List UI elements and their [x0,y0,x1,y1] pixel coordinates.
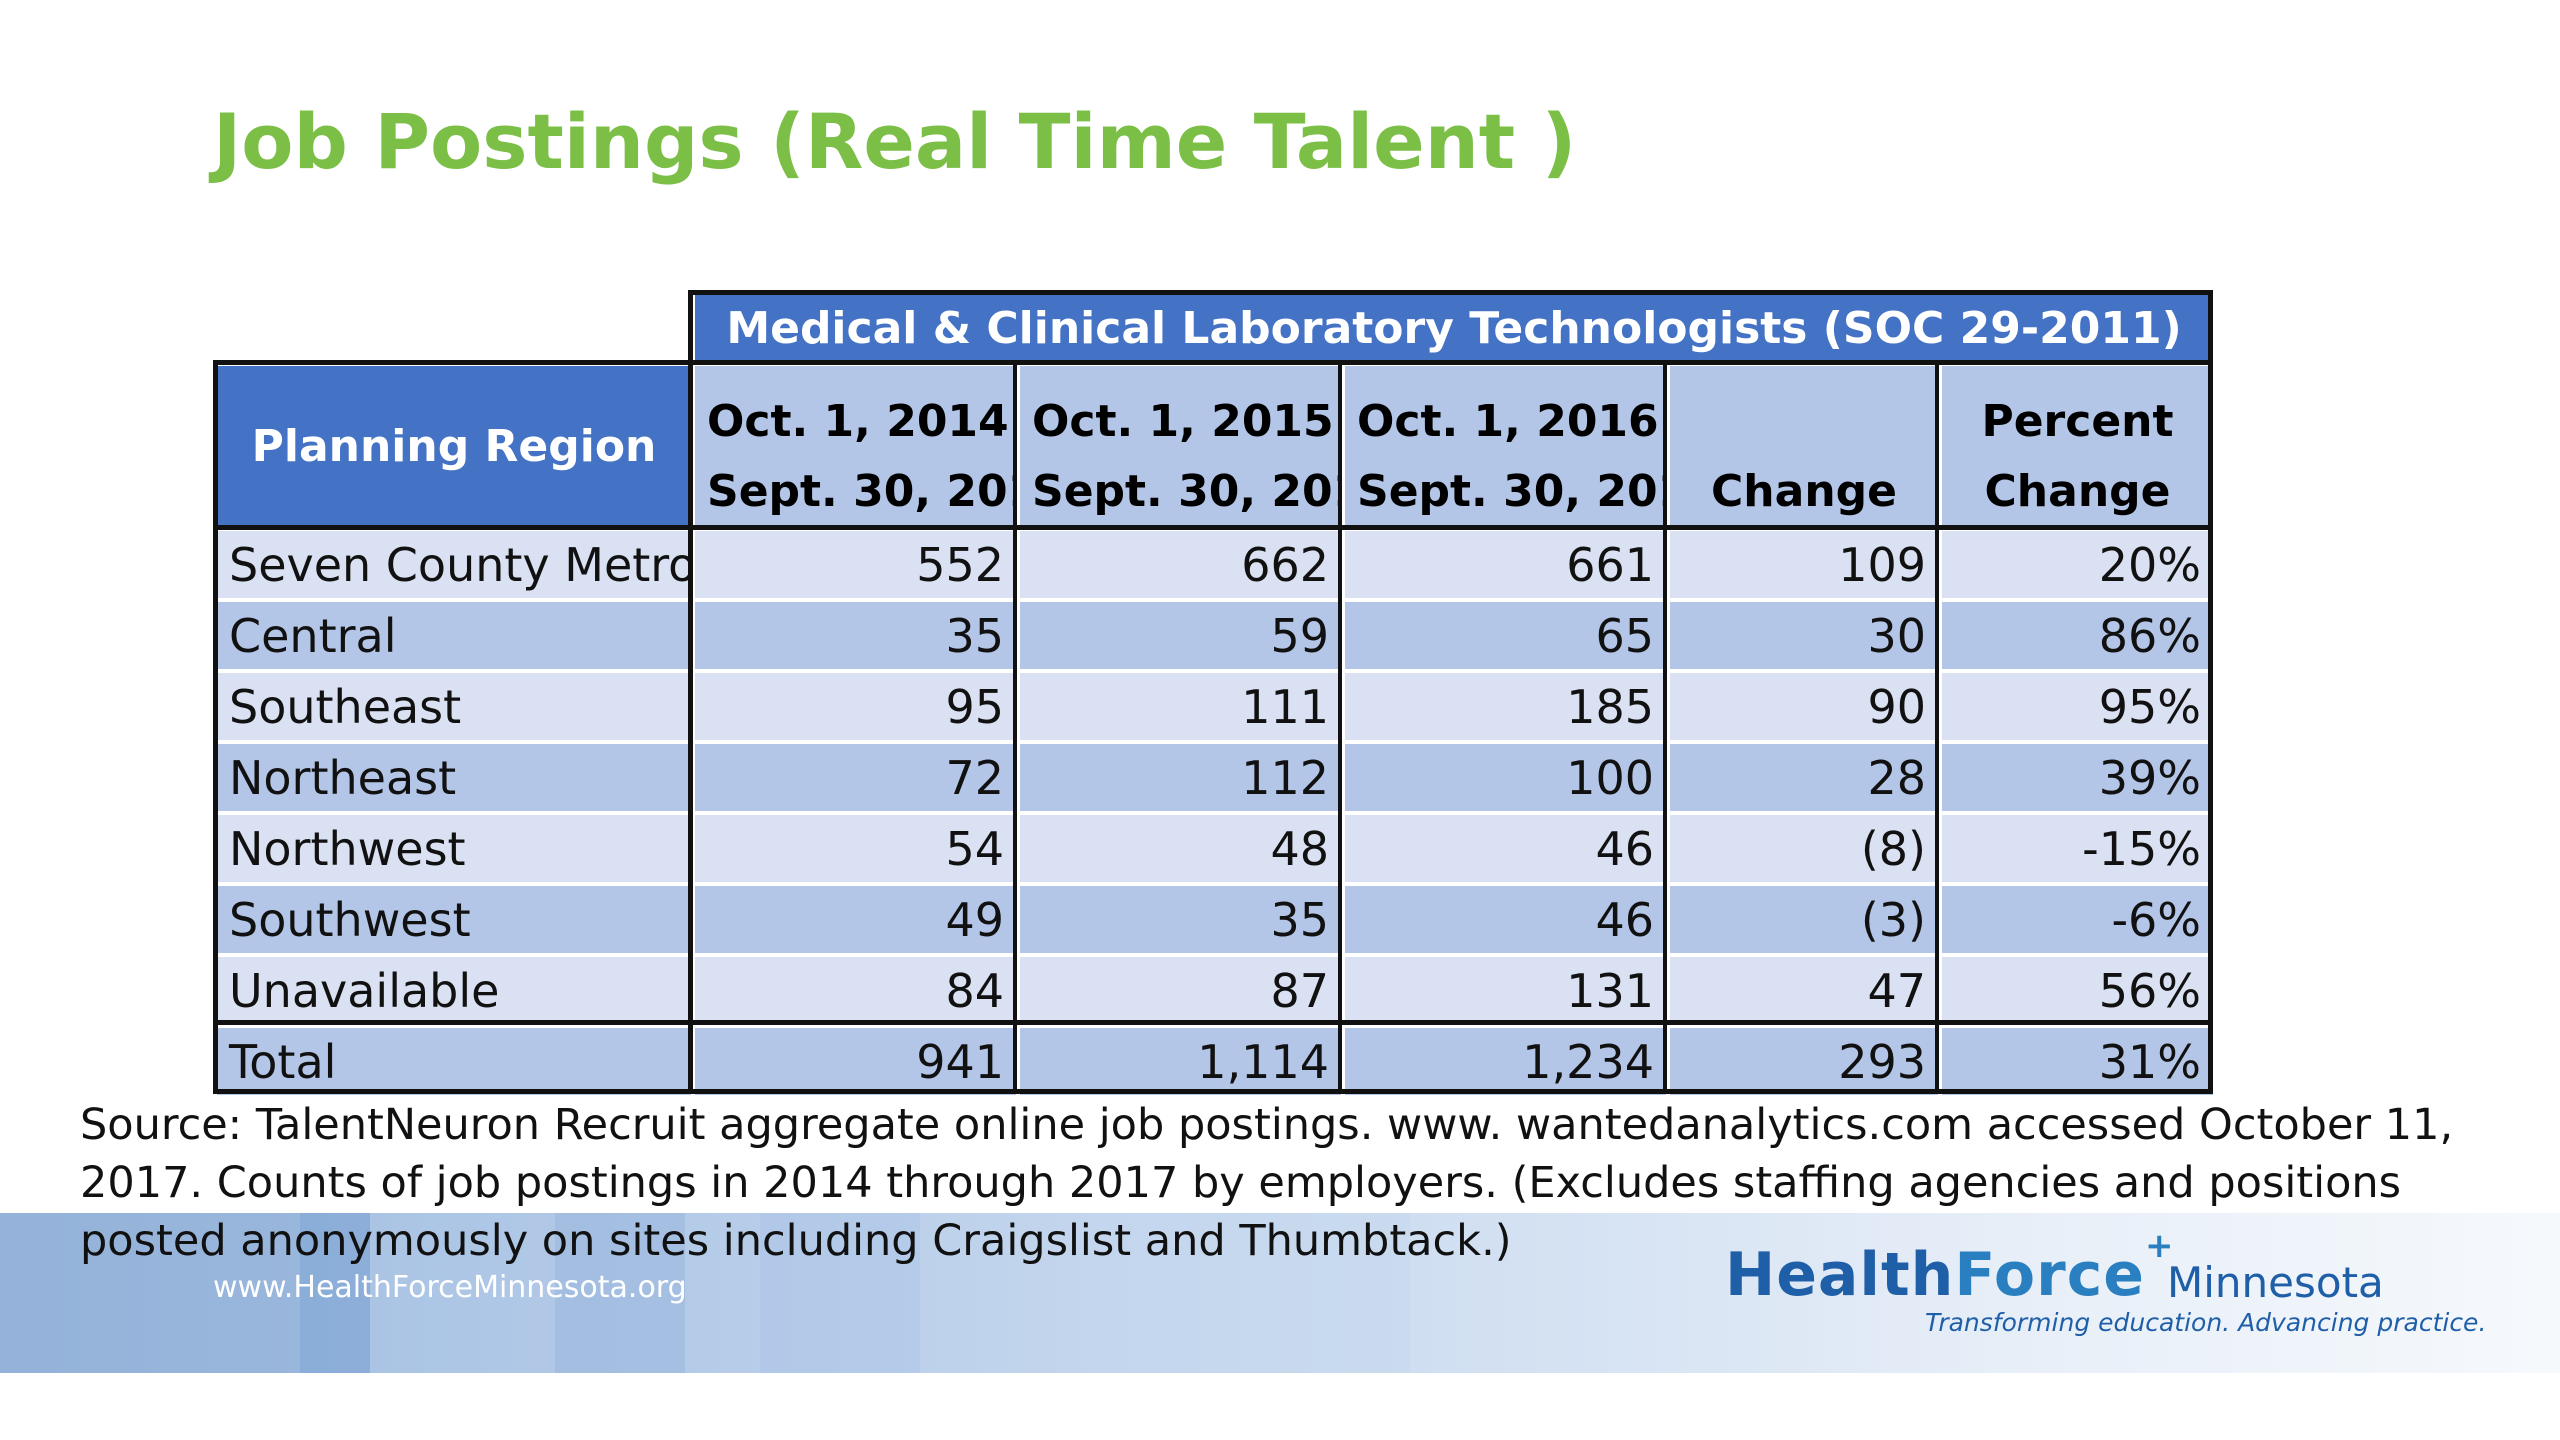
change-cell: 28 [1666,740,1942,815]
blank-corner-cell [213,290,695,366]
percent-cell: 20% [1937,527,2218,602]
region-cell: Unavailable [213,953,695,1028]
value-cell: 552 [691,527,1020,602]
region-cell: Southwest [213,882,695,957]
value-cell: 111 [1016,669,1345,744]
percent-cell: -15% [1937,811,2218,886]
value-cell: 49 [691,882,1020,957]
value-cell: 65 [1341,598,1670,673]
value-cell: 662 [1016,527,1345,602]
table-row: Northwest 54 48 46 (8) -15% [213,811,2218,886]
value-cell: 131 [1341,953,1670,1028]
value-cell: 35 [691,598,1020,673]
website-link[interactable]: www.HealthForceMinnesota.org [213,1270,687,1305]
value-cell: 185 [1341,669,1670,744]
period-2016-header: Oct. 1, 2015 toSept. 30, 2016 [1016,362,1345,531]
value-cell: 87 [1016,953,1345,1028]
table-row: Seven County Metro 552 662 661 109 20% [213,527,2218,602]
brand-wordmark: HealthForce [1725,1240,2145,1310]
value-cell: 112 [1016,740,1345,815]
value-cell: 46 [1341,882,1670,957]
value-cell: 48 [1016,811,1345,886]
percent-cell: 39% [1937,740,2218,815]
job-postings-table: Medical & Clinical Laboratory Technologi… [213,290,2218,1099]
value-cell: 54 [691,811,1020,886]
value-cell: 661 [1341,527,1670,602]
occupation-group-header: Medical & Clinical Laboratory Technologi… [690,290,2218,366]
change-header: Change [1666,362,1942,531]
value-cell: 46 [1341,811,1670,886]
percent-cell: 95% [1937,669,2218,744]
total-change-cell: 293 [1666,1024,1942,1099]
table-row: Southwest 49 35 46 (3) -6% [213,882,2218,957]
slide-title: Job Postings (Real Time Talent ) [213,97,1577,186]
region-cell: Northeast [213,740,695,815]
value-cell: 59 [1016,598,1345,673]
total-label-cell: Total [213,1024,695,1099]
total-percent-cell: 31% [1937,1024,2218,1099]
column-header-row: Planning Region Oct. 1, 2014 toSept. 30,… [213,362,2218,531]
footer-band [0,1213,2560,1373]
source-note: Source: TalentNeuron Recruit aggregate o… [80,1100,2454,1266]
value-cell: 35 [1016,882,1345,957]
change-cell: 47 [1666,953,1942,1028]
brand-state: Minnesota [2167,1258,2384,1307]
table-row: Northeast 72 112 100 28 39% [213,740,2218,815]
region-cell: Southeast [213,669,695,744]
total-value-cell: 941 [691,1024,1020,1099]
total-row: Total 941 1,114 1,234 293 31% [213,1024,2218,1099]
total-value-cell: 1,234 [1341,1024,1670,1099]
change-cell: 30 [1666,598,1942,673]
region-cell: Seven County Metro [213,527,695,602]
change-cell: (8) [1666,811,1942,886]
period-2017-header: Oct. 1, 2016 toSept. 30, 2017 [1341,362,1670,531]
change-cell: 90 [1666,669,1942,744]
percent-cell: 56% [1937,953,2218,1028]
period-2015-header: Oct. 1, 2014 toSept. 30, 2015 [691,362,1020,531]
table-row: Unavailable 84 87 131 47 56% [213,953,2218,1028]
region-cell: Northwest [213,811,695,886]
table-row: Southeast 95 111 185 90 95% [213,669,2218,744]
value-cell: 100 [1341,740,1670,815]
percent-change-header: Percent Change [1937,362,2218,531]
plus-icon: + [2145,1226,2174,1266]
value-cell: 72 [691,740,1020,815]
planning-region-header: Planning Region [213,362,695,531]
value-cell: 84 [691,953,1020,1028]
group-header-row: Medical & Clinical Laboratory Technologi… [213,290,2218,366]
total-value-cell: 1,114 [1016,1024,1345,1099]
change-cell: 109 [1666,527,1942,602]
healthforce-logo: HealthForce + Minnesota Transforming edu… [1725,1226,2487,1340]
table-row: Central 35 59 65 30 86% [213,598,2218,673]
percent-cell: 86% [1937,598,2218,673]
percent-cell: -6% [1937,882,2218,957]
change-cell: (3) [1666,882,1942,957]
region-cell: Central [213,598,695,673]
value-cell: 95 [691,669,1020,744]
brand-tagline: Transforming education. Advancing practi… [1925,1308,2487,1337]
